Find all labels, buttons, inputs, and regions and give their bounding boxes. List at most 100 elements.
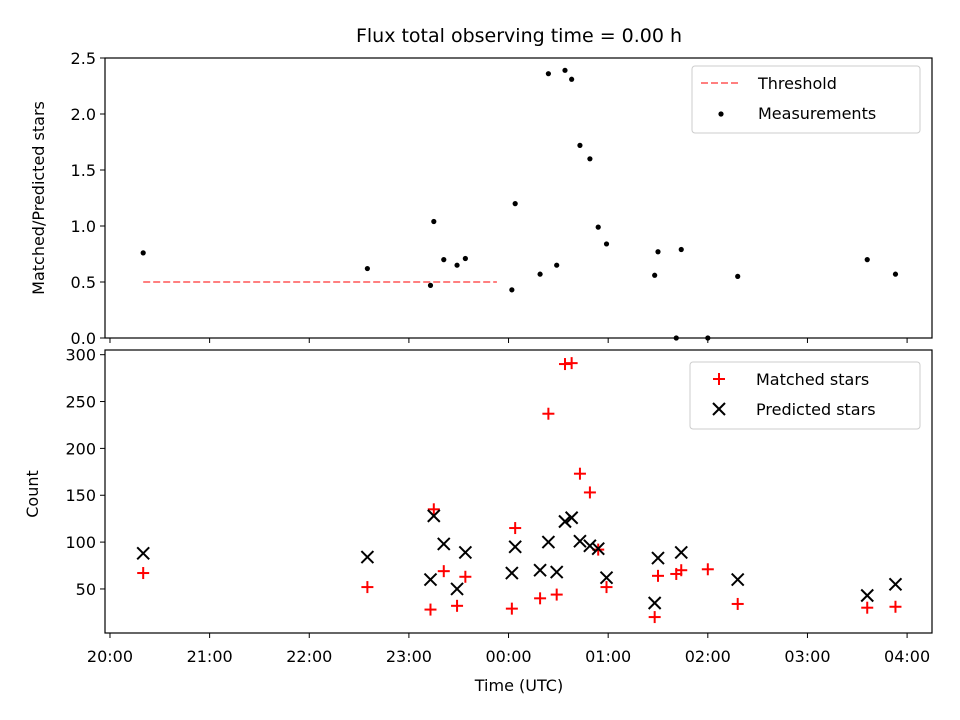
matched-star-marker	[573, 467, 586, 480]
matched-star-marker	[137, 567, 150, 580]
matched-star-marker	[361, 581, 374, 594]
bottom-y-tick-label: 150	[65, 486, 96, 505]
matched-star-marker	[651, 569, 664, 582]
measurement-point	[595, 224, 601, 230]
threshold-legend-label: Threshold	[757, 74, 837, 93]
x-tick-label: 23:00	[386, 647, 432, 666]
matched-star-marker	[424, 603, 437, 616]
matched-star-marker	[565, 357, 578, 370]
matched-legend-swatch	[713, 373, 725, 385]
bottom-y-tick-label: 200	[65, 439, 96, 458]
bottom-y-ticks: 50 100 150 200 250 300	[65, 346, 105, 599]
bottom-legend: Matched stars Predicted stars	[689, 361, 921, 430]
bottom-y-axis-label: Count	[23, 470, 42, 518]
top-x-ticks	[109, 338, 908, 343]
matched-star-marker	[542, 407, 555, 420]
bottom-plot: 50 100 150 200 250 300 20:00 21:00 22:00 23:00 00…	[23, 346, 933, 695]
matched-star-marker	[437, 565, 450, 578]
measurement-point	[140, 250, 146, 256]
matched-star-marker	[701, 563, 714, 576]
chart-title: Flux total observing time = 0.00 h	[356, 25, 682, 47]
matched-star-marker	[861, 601, 874, 614]
matched-star-marker	[583, 486, 596, 499]
matched-star-marker	[534, 592, 547, 605]
measurement-point	[655, 249, 661, 255]
top-y-ticks: 0.0 0.5 1.0 1.5 2.0 2.5	[71, 49, 105, 348]
top-legend-box	[691, 65, 921, 134]
predicted-star-marker	[458, 545, 473, 560]
bottom-legend-box	[689, 361, 921, 430]
x-axis-label: Time (UTC)	[474, 676, 563, 695]
measurement-points	[140, 67, 899, 341]
predicted-star-marker	[541, 535, 556, 549]
measurement-point	[537, 271, 543, 277]
top-y-tick-label: 0.0	[71, 329, 96, 348]
predicted-star-marker	[508, 540, 522, 554]
measurement-point	[735, 273, 741, 279]
bottom-y-tick-label: 50	[76, 580, 96, 599]
predicted-star-marker	[549, 565, 564, 579]
predicted-star-marker	[533, 563, 547, 577]
matched-star-marker	[889, 600, 902, 613]
measurements-legend-swatch	[718, 111, 724, 117]
bottom-plot-frame	[104, 349, 933, 634]
measurement-point	[569, 76, 575, 82]
predicted-star-marker	[591, 541, 605, 556]
matched-legend-label: Matched stars	[756, 370, 869, 389]
x-tick-label: 01:00	[585, 647, 631, 666]
matched-star-marker	[600, 581, 613, 594]
predicted-star-marker	[450, 582, 464, 596]
measurement-point	[454, 262, 460, 268]
x-tick-label: 20:00	[87, 647, 133, 666]
matched-star-marker	[731, 597, 744, 610]
measurement-point	[364, 265, 370, 272]
x-tick-label: 04:00	[884, 647, 930, 666]
x-tick-label: 00:00	[485, 647, 531, 666]
bottom-x-ticks: 20:00 21:00 22:00 23:00 00:00 01:00 02:00 03:00…	[87, 633, 930, 666]
measurement-point	[554, 262, 560, 268]
count-points	[136, 357, 903, 624]
predicted-star-marker	[573, 534, 587, 548]
predicted-star-marker	[437, 537, 451, 551]
predicted-star-marker	[647, 596, 662, 610]
top-y-axis-label: Matched/Predicted stars	[29, 101, 48, 295]
predicted-star-marker	[564, 511, 579, 525]
matched-star-marker	[648, 611, 661, 624]
x-tick-label: 21:00	[187, 647, 233, 666]
bottom-y-tick-label: 300	[65, 346, 96, 365]
measurement-point	[462, 255, 468, 262]
predicted-star-marker	[423, 572, 438, 587]
measurement-point	[652, 272, 658, 278]
measurement-point	[441, 257, 447, 263]
predicted-star-marker	[427, 509, 441, 523]
predicted-legend-label: Predicted stars	[756, 400, 876, 419]
bottom-y-tick-label: 250	[65, 393, 96, 412]
matched-star-marker	[459, 570, 472, 583]
x-tick-label: 03:00	[784, 647, 830, 666]
predicted-star-marker	[136, 546, 150, 561]
predicted-star-marker	[505, 566, 519, 580]
predicted-star-marker	[599, 571, 614, 585]
matched-star-marker	[427, 503, 440, 516]
measurement-point	[603, 241, 610, 247]
measurement-point	[864, 257, 870, 263]
top-plot: 0.0 0.5 1.0 1.5 2.0 2.5 Matched/Predicted sta…	[29, 49, 933, 348]
measurement-point	[577, 142, 583, 148]
measurement-point	[562, 67, 568, 73]
matched-star-marker	[550, 588, 563, 601]
matched-star-marker	[451, 599, 464, 612]
measurement-point	[427, 282, 434, 288]
predicted-star-marker	[360, 550, 375, 564]
matched-star-marker	[509, 522, 522, 535]
top-legend: Threshold Measurements	[691, 65, 921, 134]
predicted-legend-swatch	[712, 402, 726, 416]
measurements-legend-label: Measurements	[758, 104, 876, 123]
top-y-tick-label: 1.5	[71, 161, 96, 180]
x-tick-label: 22:00	[286, 647, 332, 666]
top-plot-frame	[104, 57, 933, 339]
measurement-point	[431, 218, 437, 225]
predicted-star-marker	[730, 572, 745, 587]
predicted-star-marker	[888, 577, 903, 591]
predicted-star-marker	[651, 551, 665, 565]
